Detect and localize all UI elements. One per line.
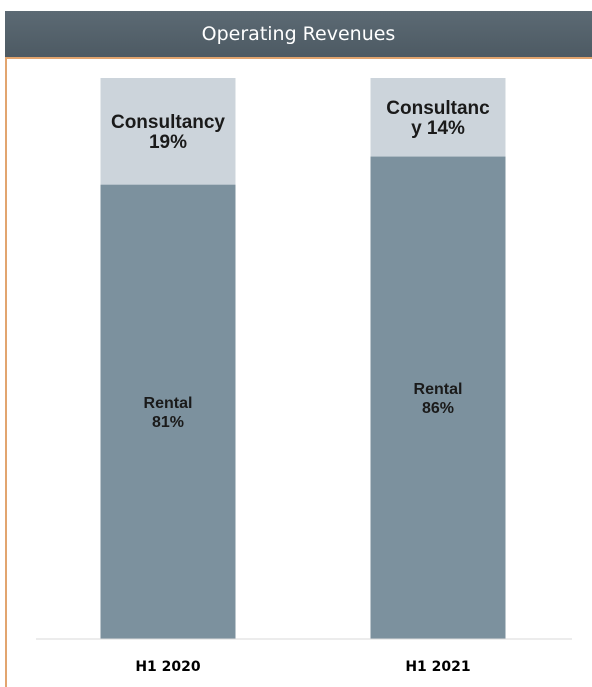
category-label-h1-2021: H1 2021 (405, 659, 470, 675)
chart-title: Operating Revenues (5, 11, 592, 57)
data-label-consultancy-h1-2020: Consultancy 19% (111, 112, 225, 153)
data-label-consultancy-h1-2021: Consultanc y 14% (386, 98, 490, 139)
data-label-rental-h1-2020: Rental 81% (144, 395, 193, 431)
bar-segment-rental-h1-2020 (100, 184, 236, 639)
bar-segment-consultancy-h1-2021 (370, 78, 506, 157)
data-label-rental-h1-2021: Rental 86% (414, 381, 463, 417)
bar-segment-consultancy-h1-2020 (100, 78, 236, 185)
category-label-h1-2020: H1 2020 (135, 659, 201, 675)
accent-border-left (5, 57, 7, 687)
accent-border-top (5, 57, 592, 59)
bar-segment-rental-h1-2021 (370, 156, 506, 640)
